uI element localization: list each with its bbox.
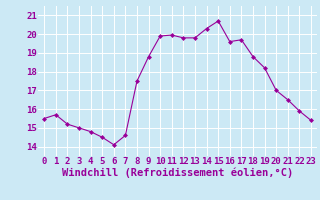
X-axis label: Windchill (Refroidissement éolien,°C): Windchill (Refroidissement éolien,°C) [62, 167, 293, 178]
